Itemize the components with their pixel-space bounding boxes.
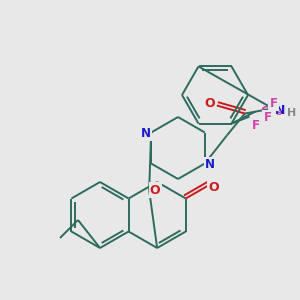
Text: F: F (251, 119, 260, 132)
Text: F: F (269, 97, 278, 110)
Text: N: N (141, 127, 151, 140)
Text: F: F (263, 111, 272, 124)
Text: O: O (209, 181, 219, 194)
Text: H: H (287, 107, 296, 118)
Text: O: O (150, 184, 160, 196)
Text: O: O (205, 97, 215, 110)
Text: CF₃: CF₃ (261, 105, 282, 118)
Text: N: N (205, 158, 215, 171)
Text: N: N (275, 104, 285, 117)
